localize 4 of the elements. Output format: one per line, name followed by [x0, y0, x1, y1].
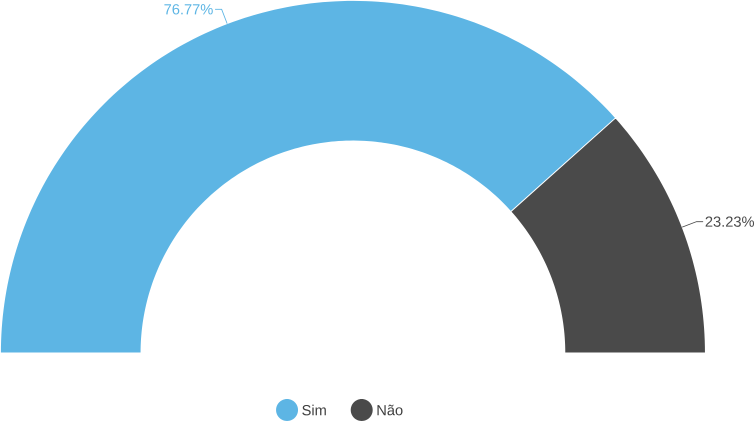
legend-label: Não [377, 404, 403, 416]
data-label: 23.23% [706, 216, 754, 227]
legend-label: Sim [302, 404, 326, 416]
data-label: 76.77% [164, 4, 213, 14]
